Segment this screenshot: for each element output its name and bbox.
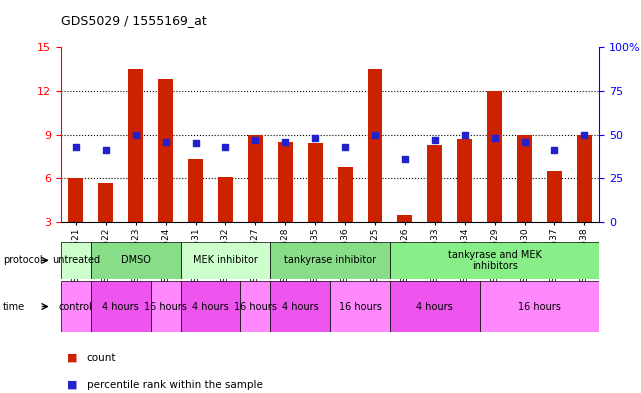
Text: percentile rank within the sample: percentile rank within the sample [87, 380, 262, 390]
Bar [308, 143, 322, 222]
Text: GDS5029 / 1555169_at: GDS5029 / 1555169_at [61, 14, 206, 27]
Bar [61, 281, 91, 332]
Text: 16 hours: 16 hours [234, 301, 277, 312]
Bar [338, 167, 353, 222]
Bar [188, 160, 203, 222]
Bar [479, 281, 599, 332]
Bar [547, 171, 562, 222]
Point [490, 135, 500, 141]
Point [71, 144, 81, 150]
Point [429, 137, 440, 143]
Text: MEK inhibitor: MEK inhibitor [193, 255, 258, 265]
Bar [577, 134, 592, 222]
Bar [151, 281, 181, 332]
Bar [240, 281, 271, 332]
Text: 4 hours: 4 hours [103, 301, 139, 312]
Bar [218, 177, 233, 222]
Bar [271, 281, 330, 332]
Bar [487, 91, 502, 222]
Bar [181, 281, 240, 332]
Bar [367, 69, 383, 222]
Point [549, 147, 560, 154]
Point [579, 131, 590, 138]
Bar [278, 142, 293, 222]
Text: tankyrase inhibitor: tankyrase inhibitor [284, 255, 376, 265]
Bar [330, 281, 390, 332]
Bar [428, 145, 442, 222]
Text: untreated: untreated [52, 255, 100, 265]
Point [221, 144, 231, 150]
Text: 16 hours: 16 hours [144, 301, 187, 312]
Text: 16 hours: 16 hours [518, 301, 561, 312]
Point [310, 135, 320, 141]
Text: 16 hours: 16 hours [338, 301, 381, 312]
Text: 4 hours: 4 hours [192, 301, 229, 312]
Point [160, 138, 171, 145]
Bar [390, 242, 599, 279]
Bar [61, 242, 91, 279]
Bar [517, 134, 532, 222]
Text: tankyrase and MEK
inhibitors: tankyrase and MEK inhibitors [447, 250, 542, 271]
Bar [457, 139, 472, 222]
Bar [91, 242, 181, 279]
Bar [91, 281, 151, 332]
Bar [98, 183, 113, 222]
Point [250, 137, 260, 143]
Text: time: time [3, 301, 26, 312]
Text: 4 hours: 4 hours [417, 301, 453, 312]
Point [519, 138, 529, 145]
Text: 4 hours: 4 hours [282, 301, 319, 312]
Point [131, 131, 141, 138]
Bar [271, 242, 390, 279]
Text: ■: ■ [67, 353, 78, 363]
Bar [390, 281, 479, 332]
Point [340, 144, 350, 150]
Bar [248, 134, 263, 222]
Point [101, 147, 111, 154]
Point [280, 138, 290, 145]
Bar [158, 79, 173, 222]
Bar [181, 242, 271, 279]
Text: control: control [59, 301, 93, 312]
Point [370, 131, 380, 138]
Text: count: count [87, 353, 116, 363]
Text: protocol: protocol [3, 255, 43, 265]
Bar [69, 178, 83, 222]
Text: DMSO: DMSO [121, 255, 151, 265]
Text: ■: ■ [67, 380, 78, 390]
Point [460, 131, 470, 138]
Bar [397, 215, 412, 222]
Point [400, 156, 410, 162]
Point [190, 140, 201, 147]
Bar [128, 69, 143, 222]
